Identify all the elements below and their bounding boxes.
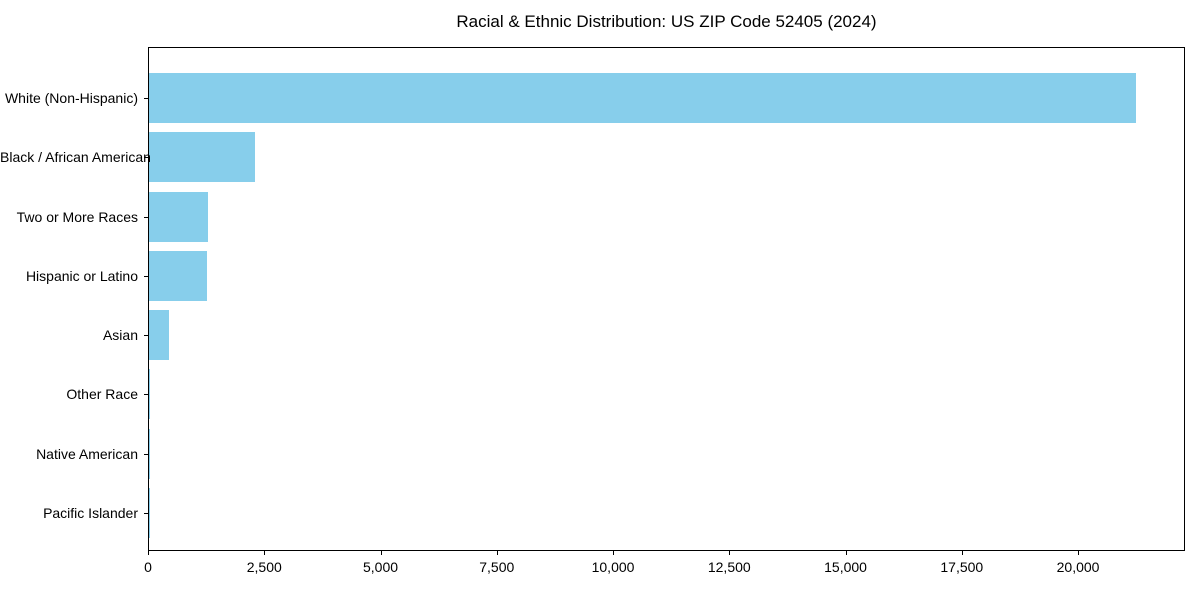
- y-tick-mark: [144, 157, 148, 159]
- x-tick-mark: [845, 551, 847, 555]
- y-tick-mark: [144, 216, 148, 218]
- x-tick-mark: [264, 551, 266, 555]
- x-tick-mark: [380, 551, 382, 555]
- x-tick-label: 12,500: [707, 559, 751, 575]
- y-tick-label: Hispanic or Latino: [25, 267, 138, 284]
- x-tick-mark: [496, 551, 498, 555]
- bar: [149, 250, 207, 301]
- y-tick-label: Native American: [36, 445, 138, 462]
- y-tick-mark: [144, 453, 148, 455]
- bar: [149, 191, 209, 242]
- y-tick-mark: [144, 98, 148, 99]
- x-tick-label: 0: [144, 559, 152, 575]
- x-tick-label: 20,000: [1056, 559, 1100, 575]
- x-tick-label: 15,000: [824, 559, 867, 575]
- x-tick-label: 7,500: [479, 559, 515, 575]
- y-tick-mark: [144, 394, 148, 396]
- chart-title: Racial & Ethnic Distribution: US ZIP Cod…: [456, 12, 877, 31]
- x-tick-mark: [961, 551, 963, 555]
- x-tick-mark: [729, 551, 731, 555]
- y-tick-label: Black / African American: [0, 149, 151, 166]
- bar: [149, 369, 151, 420]
- plot-area: [148, 47, 1185, 551]
- y-tick-label: Asian: [102, 327, 138, 344]
- bar: [149, 132, 256, 183]
- y-tick-mark: [144, 275, 148, 277]
- y-tick-mark: [144, 335, 148, 337]
- y-tick-mark: [144, 513, 148, 515]
- y-tick-label: White (Non-Hispanic): [4, 90, 138, 106]
- y-tick-label: Two or More Races: [16, 208, 138, 225]
- x-tick-label: 2,500: [246, 559, 282, 575]
- x-tick-label: 17,500: [940, 559, 984, 575]
- x-tick-mark: [613, 551, 615, 555]
- bar: [149, 73, 1137, 123]
- x-tick-mark: [1078, 551, 1080, 555]
- y-tick-label: Pacific Islander: [43, 505, 138, 522]
- x-tick-label: 5,000: [362, 559, 399, 575]
- y-tick-label: Other Race: [66, 386, 138, 403]
- x-tick-label: 10,000: [591, 559, 635, 575]
- x-tick-mark: [148, 551, 149, 555]
- bar: [149, 310, 170, 361]
